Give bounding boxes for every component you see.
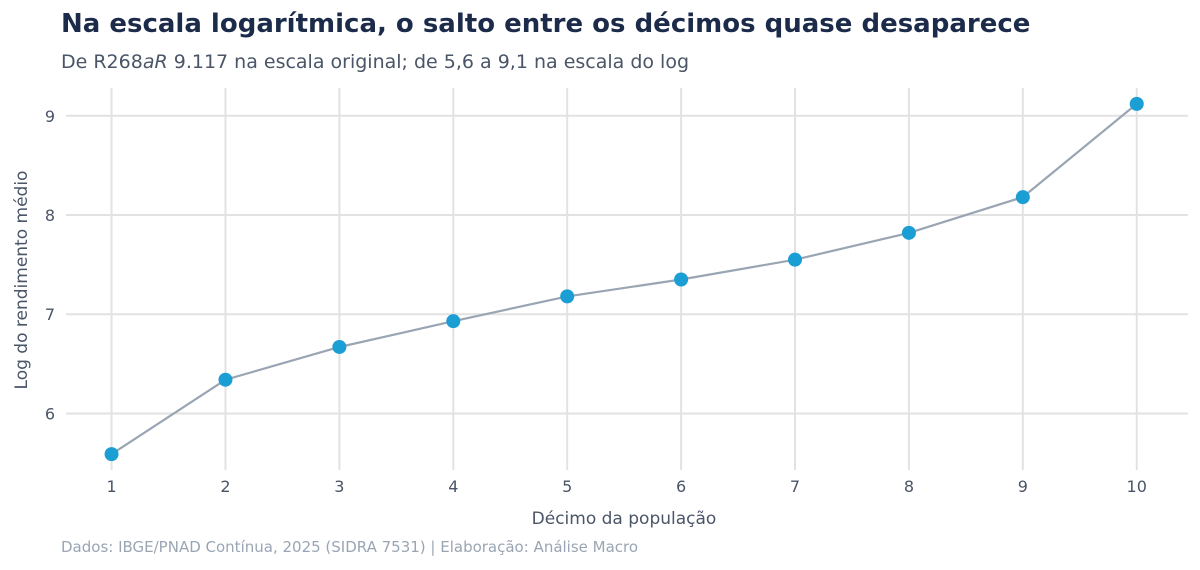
data-point — [104, 447, 119, 462]
series-line — [110, 103, 1138, 456]
y-tick-label: 6 — [45, 404, 55, 423]
chart-caption: Dados: IBGE/PNAD Contínua, 2025 (SIDRA 7… — [61, 538, 639, 556]
x-tick-label: 7 — [790, 477, 800, 496]
data-point — [218, 372, 233, 387]
y-tick-label: 7 — [45, 305, 55, 324]
y-tick-label: 9 — [45, 107, 55, 126]
series-line-group — [110, 103, 1138, 456]
x-tick-label: 10 — [1127, 477, 1147, 496]
data-point — [1015, 190, 1030, 205]
data-point — [788, 252, 803, 267]
y-tick-labels: 6 7 8 9 — [45, 107, 55, 424]
data-points-group — [104, 96, 1144, 462]
data-point — [332, 339, 347, 354]
x-tick-label: 9 — [1018, 477, 1028, 496]
x-tick-label: 4 — [448, 477, 458, 496]
x-tick-label: 1 — [106, 477, 116, 496]
x-tick-label: 5 — [562, 477, 572, 496]
subtitle-part-2: 9.117 na escala original; de 5,6 a 9,1 n… — [167, 51, 690, 73]
x-tick-labels: 1 2 3 4 5 6 7 8 9 10 — [106, 477, 1146, 496]
x-tick-label: 6 — [676, 477, 686, 496]
grid-lines — [66, 88, 1188, 470]
data-point — [901, 225, 916, 240]
data-point — [446, 314, 461, 329]
data-point — [560, 289, 575, 304]
x-tick-label: 3 — [334, 477, 344, 496]
x-tick-label: 2 — [220, 477, 230, 496]
subtitle-part-italic: aR — [142, 51, 168, 73]
y-axis-label: Log do rendimento médio — [12, 171, 32, 390]
x-axis-label: Décimo da população — [532, 509, 717, 529]
chart-subtitle: De R268aR 9.117 na escala original; de 5… — [61, 51, 689, 73]
y-tick-label: 8 — [45, 206, 55, 225]
chart-title: Na escala logarítmica, o salto entre os … — [61, 9, 1031, 39]
data-point — [1129, 96, 1144, 111]
x-tick-label: 8 — [904, 477, 914, 496]
data-point — [674, 272, 689, 287]
subtitle-part-1: De R268 — [61, 51, 143, 73]
